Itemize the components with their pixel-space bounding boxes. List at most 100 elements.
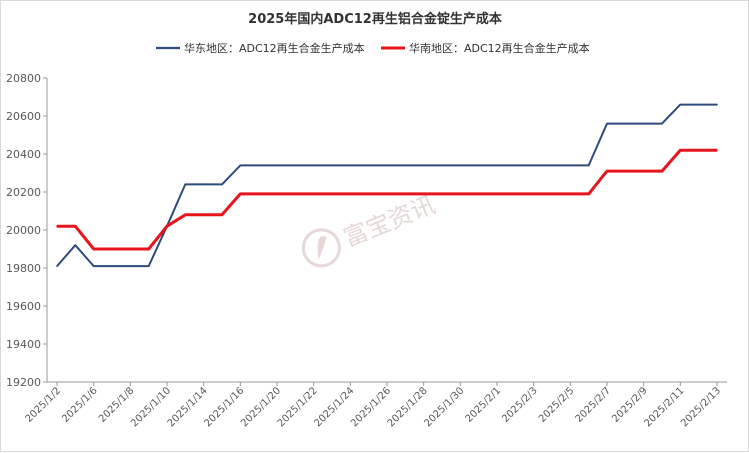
data-point [257,164,260,167]
data-point [221,183,223,186]
watermark-mark: 富宝资讯 [301,190,439,268]
data-point [386,193,388,195]
watermark-flame-icon [317,236,327,260]
data-point [276,164,278,167]
data-point [587,164,590,167]
y-tick-label: 20600 [6,110,41,123]
data-point [459,164,462,167]
y-tick-label: 19800 [6,262,41,275]
data-point [129,248,132,250]
data-point [551,193,553,195]
data-point [496,164,498,167]
data-point [349,164,352,167]
data-point [642,122,645,125]
data-point [349,193,352,195]
data-point [367,164,370,167]
data-point [92,248,95,250]
data-point [74,225,77,227]
data-point [367,193,370,195]
data-point [661,122,663,125]
data-point [257,193,260,195]
y-tick-label: 20800 [6,72,41,85]
data-point [386,164,388,167]
x-tick-label: 2025/1/6 [60,385,100,425]
y-tick-label: 20400 [6,148,41,161]
data-point [331,164,333,167]
series-layer [56,103,718,268]
data-point [642,170,645,172]
data-point [532,193,535,195]
data-point [239,164,242,167]
data-point [477,193,480,195]
data-point [477,164,480,167]
data-point [496,193,498,195]
data-point [514,193,517,195]
data-point [697,103,700,106]
x-tick-label: 2025/2/1 [464,385,504,425]
data-point [514,164,517,167]
data-point [569,164,572,167]
x-tick-label: 2025/2/13 [679,385,723,429]
data-point [56,225,58,227]
data-point [422,164,425,167]
data-point [147,248,150,250]
data-point [92,265,95,267]
data-point [422,193,425,195]
data-point [111,248,113,250]
data-point [606,122,608,125]
data-point [56,265,58,267]
data-point [569,193,572,195]
data-point [294,193,297,195]
data-point [587,193,590,195]
watermark-logo-icon [301,228,341,268]
legend-label-1: 华东地区：ADC12再生合金生产成本 [184,41,365,55]
watermark: 富宝资讯 [301,190,439,268]
data-point [606,170,608,172]
y-tick-label: 19400 [6,338,41,351]
watermark-text: 富宝资讯 [340,190,439,252]
data-point [312,164,315,167]
data-point [716,103,718,106]
data-point [624,170,627,172]
y-tick-label: 19200 [6,376,41,389]
data-point [661,170,663,172]
data-point [276,193,278,195]
y-tick-label: 20000 [6,224,41,237]
data-point [202,214,205,216]
axes: 19200 19400 19600 19800 20000 20200 20400 20600… [6,72,727,429]
data-point [441,164,443,167]
data-point [679,103,682,106]
data-point [679,149,682,151]
x-tick-label: 2025/1/30 [422,385,466,429]
x-tick-label: 2025/1/2 [24,385,64,425]
data-point [404,164,407,167]
data-point [716,149,718,151]
data-point [331,193,333,195]
data-point [459,193,462,195]
data-point [441,193,443,195]
data-point [697,149,700,151]
data-point [312,193,315,195]
legend-label-2: 华南地区：ADC12再生合金生产成本 [409,41,590,55]
data-point [239,193,242,195]
data-point [147,265,150,267]
x-tick-label: 2025/2/7 [574,385,614,425]
chart-title: 2025年国内ADC12再生铝合金锭生产成本 [248,11,502,27]
data-point [294,164,297,167]
y-tick-label: 19600 [6,300,41,313]
x-tick-label: 2025/2/5 [537,385,577,425]
data-point [74,244,77,246]
data-point [184,214,187,216]
data-point [166,225,168,227]
data-point [184,183,187,186]
data-point [202,183,205,186]
data-point [129,265,132,267]
data-point [624,122,627,125]
y-tick-label: 20200 [6,186,41,199]
data-point [221,214,223,216]
data-point [532,164,535,167]
data-point [551,164,553,167]
x-tick-label: 2025/2/3 [500,385,540,425]
